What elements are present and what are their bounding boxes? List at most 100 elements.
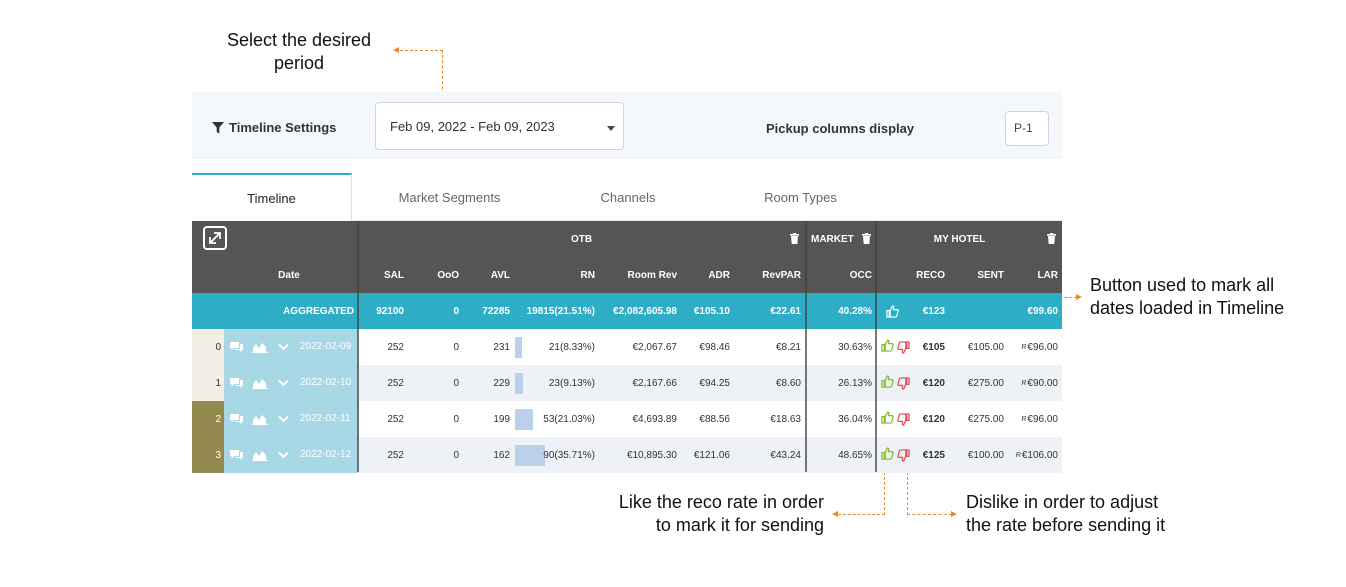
callout-line [400, 50, 443, 51]
thumb-down-icon[interactable] [897, 377, 910, 390]
row-occ: 36.04% [838, 413, 872, 425]
timeline-settings-bar: Timeline Settings Feb 09, 2022 - Feb 09,… [192, 92, 1062, 158]
row-avl: 231 [493, 341, 510, 353]
rn-bar [515, 337, 522, 358]
thumb-up-icon[interactable] [881, 411, 894, 424]
thumb-down-icon[interactable] [897, 449, 910, 462]
row-revpar: €8.60 [775, 377, 801, 389]
comment-icon[interactable] [229, 413, 244, 425]
row-ooo: 0 [453, 341, 459, 353]
callout-arrow [832, 511, 838, 517]
table-row[interactable]: 3 2022-02-12 252 0 162 90(35.71%) €10,895.30 €1… [192, 437, 1062, 473]
row-revpar: €8.21 [775, 341, 801, 353]
row-date: 2022-02-12 [300, 449, 352, 460]
date-cell: 2022-02-12 [224, 437, 358, 473]
row-index: 0 [192, 329, 224, 365]
thumb-up-icon[interactable] [881, 447, 894, 460]
trash-icon[interactable] [862, 233, 871, 244]
callout-line [442, 50, 443, 105]
row-sal: 252 [387, 341, 404, 353]
row-index: 1 [192, 365, 224, 401]
thumb-up-icon[interactable] [886, 305, 899, 318]
col-occ[interactable]: OCC [849, 269, 872, 281]
row-reco: €120 [922, 413, 945, 425]
col-revpar[interactable]: RevPAR [762, 269, 801, 281]
period-select[interactable]: Feb 09, 2022 - Feb 09, 2023 [375, 102, 624, 150]
col-avl[interactable]: AVL [490, 269, 510, 281]
col-ooo[interactable]: OoO [437, 269, 459, 281]
tab-timeline[interactable]: Timeline [192, 173, 352, 221]
callout-line [884, 462, 885, 515]
row-occ: 48.65% [838, 449, 872, 461]
lar-value: €106.00 [1021, 449, 1058, 461]
row-rn: 90(35.71%) [543, 449, 595, 461]
row-rn: 53(21.03%) [543, 413, 595, 425]
thumb-up-icon[interactable] [881, 339, 894, 352]
col-room-rev[interactable]: Room Rev [627, 269, 677, 281]
callout-line [907, 514, 952, 515]
agg-ooo: 0 [453, 305, 459, 317]
col-rn[interactable]: RN [580, 269, 595, 281]
col-sal[interactable]: SAL [384, 269, 404, 281]
row-avl: 199 [493, 413, 510, 425]
trash-icon[interactable] [790, 233, 799, 244]
column-separator [875, 221, 877, 472]
row-sent: €275.00 [967, 413, 1004, 425]
aggregated-row: AGGREGATED 92100 0 72285 19815(21.51%) €… [192, 293, 1062, 329]
row-room-rev: €2,067.67 [632, 341, 678, 353]
row-lar: R €90.00 [1008, 365, 1062, 401]
col-adr[interactable]: ADR [708, 269, 730, 281]
table-row[interactable]: 2 2022-02-11 252 0 199 53(21.03%) €4,693.89 €88… [192, 401, 1062, 437]
row-adr: €88.56 [699, 413, 730, 425]
row-reco: €105 [922, 341, 945, 353]
column-separator [805, 221, 807, 472]
row-adr: €94.25 [699, 377, 730, 389]
pickup-columns-label: Pickup columns display [766, 121, 915, 136]
col-date[interactable]: Date [278, 269, 300, 281]
row-date: 2022-02-09 [300, 341, 352, 352]
row-ooo: 0 [453, 449, 459, 461]
row-reco: €120 [922, 377, 945, 389]
tab-market-segments[interactable]: Market Segments [398, 189, 501, 205]
row-lar: R €106.00 [1008, 437, 1062, 473]
comment-icon[interactable] [229, 449, 244, 461]
pickup-columns-select[interactable]: P-1 [1005, 111, 1049, 146]
expand-icon[interactable] [203, 226, 227, 250]
row-rn: 23(9.13%) [548, 377, 595, 389]
chevron-down-icon[interactable] [278, 415, 289, 423]
col-sent[interactable]: SENT [977, 269, 1004, 281]
col-lar[interactable]: LAR [1037, 269, 1058, 281]
tab-channels[interactable]: Channels [600, 189, 656, 205]
chevron-down-icon[interactable] [278, 343, 289, 351]
row-room-rev: €10,895.30 [626, 449, 677, 461]
lar-value: €90.00 [1027, 377, 1058, 389]
col-reco[interactable]: RECO [916, 269, 945, 281]
thumb-up-icon[interactable] [881, 375, 894, 388]
row-revpar: €18.63 [770, 413, 801, 425]
lar-flag: R [1021, 343, 1027, 351]
chart-icon[interactable] [252, 449, 268, 461]
table-row[interactable]: 0 2022-02-09 252 0 231 21(8.33%) €2,067.67 €98.… [192, 329, 1062, 365]
callout-arrow [1076, 294, 1082, 300]
callout-dislike: Dislike in order to adjust the rate befo… [966, 492, 1166, 535]
thumb-down-icon[interactable] [897, 413, 910, 426]
comment-icon[interactable] [229, 341, 244, 353]
agg-rn: 19815(21.51%) [526, 305, 595, 317]
chevron-down-icon[interactable] [278, 379, 289, 387]
comment-icon[interactable] [229, 377, 244, 389]
thumb-down-icon[interactable] [897, 341, 910, 354]
caret-down-icon [607, 126, 615, 131]
row-occ: 26.13% [838, 377, 872, 389]
row-sal: 252 [387, 413, 404, 425]
table-row[interactable]: 1 2022-02-10 252 0 229 23(9.13%) €2,167.66 €94.… [192, 365, 1062, 401]
trash-icon[interactable] [1047, 233, 1056, 244]
agg-sent [949, 293, 1008, 329]
tab-room-types[interactable]: Room Types [764, 189, 837, 205]
chart-icon[interactable] [252, 413, 268, 425]
chart-icon[interactable] [252, 377, 268, 389]
chevron-down-icon[interactable] [278, 451, 289, 459]
row-lar: R €96.00 [1008, 329, 1062, 365]
chart-icon[interactable] [252, 341, 268, 353]
agg-lar: €99.60 [1027, 305, 1058, 317]
timeline-settings-title: Timeline Settings [212, 120, 336, 135]
